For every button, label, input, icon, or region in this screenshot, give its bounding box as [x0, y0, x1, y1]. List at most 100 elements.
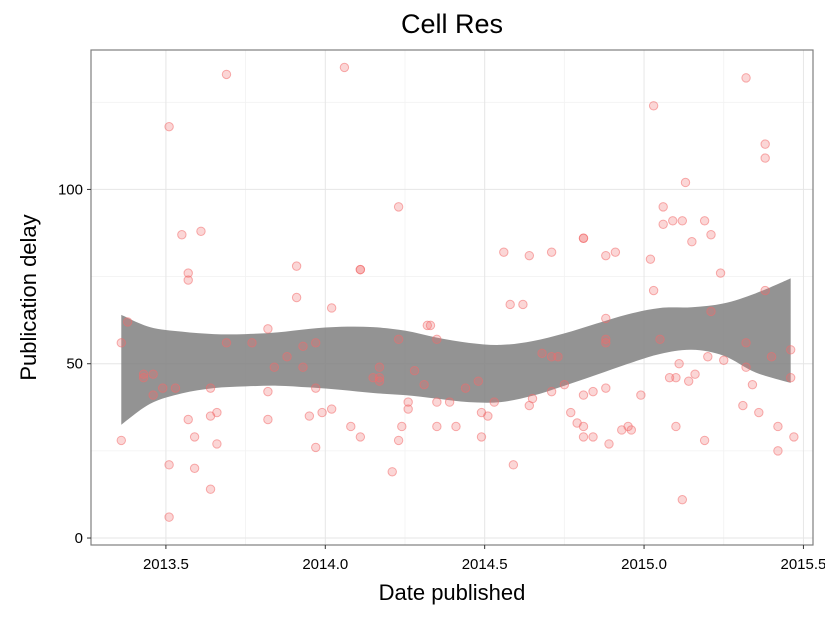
x-axis: 2013.5 2014.0 2014.5 2015.0 2015.5	[143, 545, 825, 573]
data-point	[183, 268, 193, 278]
data-point	[451, 421, 461, 432]
y-tick-label: 50	[66, 356, 83, 373]
data-point	[489, 397, 499, 407]
data-point	[655, 334, 665, 345]
data-point	[703, 352, 713, 362]
data-point	[374, 362, 385, 372]
points-layer	[116, 62, 799, 522]
data-point	[658, 219, 668, 229]
data-point	[138, 372, 149, 383]
data-point	[754, 407, 764, 418]
data-point	[403, 397, 413, 407]
x-tick-label: 2014.5	[462, 556, 508, 573]
data-point	[601, 338, 611, 348]
x-tick-label: 2013.5	[143, 556, 189, 573]
data-point	[738, 400, 748, 411]
data-point	[189, 463, 200, 474]
data-point	[741, 338, 751, 348]
data-point	[578, 421, 589, 432]
data-point	[460, 383, 471, 393]
data-point	[483, 411, 493, 421]
data-point	[476, 432, 487, 442]
data-point	[664, 372, 675, 383]
data-point	[773, 446, 783, 456]
data-point	[648, 101, 659, 111]
data-point	[760, 139, 770, 149]
data-point	[138, 369, 149, 379]
data-point	[291, 261, 302, 271]
data-point	[263, 414, 273, 425]
data-point	[116, 435, 126, 446]
data-point	[444, 397, 455, 407]
data-point	[610, 247, 621, 257]
data-point	[741, 362, 751, 372]
data-point	[690, 369, 700, 379]
data-point	[645, 254, 656, 264]
data-point	[648, 285, 659, 296]
data-point	[221, 69, 232, 80]
chart-title: Cell Res	[401, 9, 503, 39]
data-point	[546, 352, 557, 362]
data-point	[298, 341, 308, 352]
data-point	[355, 264, 366, 275]
data-point	[164, 512, 174, 522]
data-point	[432, 397, 442, 407]
data-point	[601, 313, 611, 324]
data-point	[785, 372, 796, 383]
x-axis-title: Date published	[379, 580, 526, 605]
data-point	[588, 432, 598, 442]
data-point	[546, 386, 557, 397]
data-point	[677, 494, 688, 505]
data-point	[626, 425, 637, 435]
data-point	[518, 299, 528, 310]
data-point	[148, 369, 158, 379]
data-point	[148, 390, 158, 400]
data-point	[537, 348, 547, 358]
x-tick-label: 2015.5	[780, 556, 825, 573]
data-point	[747, 379, 758, 390]
data-point	[269, 362, 279, 372]
data-point	[346, 421, 356, 432]
data-point	[212, 439, 222, 449]
data-point	[524, 250, 535, 261]
y-tick-label: 0	[75, 530, 83, 547]
data-point	[432, 421, 442, 432]
data-point	[374, 372, 385, 383]
y-axis: 0 50 100	[58, 181, 91, 547]
data-point	[588, 386, 598, 397]
data-point	[699, 435, 710, 446]
data-point	[355, 432, 366, 442]
confidence-band-layer	[121, 278, 791, 425]
data-point	[432, 334, 442, 345]
data-point	[566, 407, 576, 418]
data-point	[699, 216, 710, 226]
data-point	[706, 230, 716, 240]
data-point	[298, 362, 308, 372]
data-point	[183, 414, 193, 425]
data-point	[715, 268, 726, 278]
data-point	[680, 177, 691, 188]
data-point	[339, 62, 350, 73]
data-point	[683, 376, 694, 386]
data-point	[677, 216, 688, 226]
data-point	[419, 379, 429, 390]
y-tick-label: 100	[58, 181, 83, 198]
data-point	[311, 383, 321, 393]
data-point	[553, 352, 563, 362]
data-point	[158, 383, 168, 393]
data-point	[766, 352, 777, 362]
data-point	[263, 324, 273, 334]
data-point	[687, 237, 697, 247]
data-point	[505, 299, 515, 310]
data-point	[668, 216, 678, 226]
y-axis-title: Publication delay	[16, 214, 41, 380]
data-point	[706, 306, 716, 317]
data-point	[304, 411, 315, 421]
data-point	[393, 334, 404, 345]
data-point	[789, 432, 799, 442]
data-point	[205, 383, 216, 393]
data-point	[636, 390, 646, 400]
data-point	[578, 233, 589, 243]
data-point	[212, 407, 222, 418]
data-point	[196, 226, 206, 236]
